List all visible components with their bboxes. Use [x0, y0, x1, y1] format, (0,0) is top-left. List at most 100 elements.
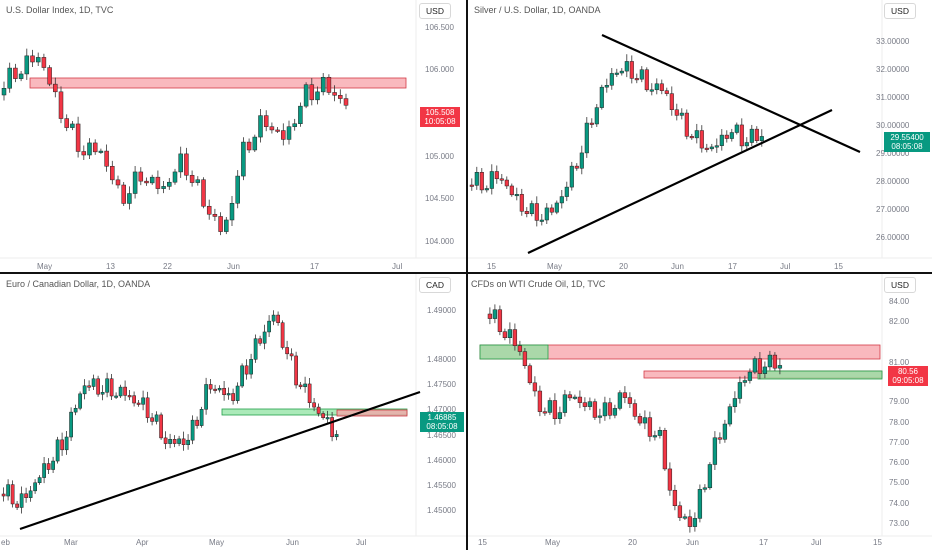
candle: [604, 85, 609, 88]
candle: [163, 437, 168, 444]
candle: [724, 134, 729, 139]
currency-button[interactable]: CAD: [419, 277, 451, 293]
candle: [742, 380, 748, 383]
candle: [91, 378, 96, 387]
candle: [759, 136, 764, 141]
candle: [285, 347, 289, 355]
candle: [514, 194, 519, 197]
candle: [181, 438, 186, 445]
candle: [537, 390, 543, 412]
chart-panel-eurcad[interactable]: Euro / Canadian Dollar, 1D, OANDA CAD 1.…: [0, 274, 466, 550]
date-label: Jun: [671, 262, 684, 271]
currency-button[interactable]: USD: [884, 277, 916, 293]
candle: [589, 122, 594, 125]
candle: [572, 396, 578, 399]
panel-divider-horizontal[interactable]: [0, 272, 932, 274]
price-label: 106.000: [425, 65, 454, 74]
candle: [92, 142, 98, 153]
candle: [229, 203, 235, 221]
candle: [614, 72, 619, 75]
currency-button[interactable]: USD: [884, 3, 916, 19]
candle: [53, 83, 58, 93]
candle: [275, 129, 280, 132]
candle: [1, 493, 6, 497]
candle: [622, 392, 628, 398]
candle: [587, 401, 593, 407]
candle: [714, 145, 719, 148]
candle: [702, 487, 708, 490]
candle: [577, 396, 583, 403]
candle: [24, 493, 28, 498]
candle: [652, 435, 658, 438]
price-label: 77.00: [889, 438, 910, 447]
candle: [752, 358, 758, 373]
candle: [252, 136, 258, 151]
candle: [6, 484, 10, 497]
candle: [262, 331, 267, 344]
date-label: 20: [619, 262, 628, 271]
candle: [33, 482, 37, 492]
candle: [519, 194, 524, 212]
candle: [602, 402, 608, 417]
price-label: 1.48000: [427, 355, 456, 364]
candle: [729, 132, 734, 139]
price-label: 1.46500: [427, 431, 456, 440]
candle: [47, 67, 52, 85]
bar-countdown: 08:05:08: [891, 142, 923, 151]
candle: [330, 417, 334, 438]
date-label: May: [545, 538, 561, 547]
candle: [569, 165, 574, 188]
candle: [118, 386, 123, 397]
candle: [115, 179, 121, 186]
candle: [159, 414, 163, 439]
currency-button[interactable]: USD: [419, 3, 451, 19]
candle: [267, 320, 271, 333]
candle: [624, 61, 629, 72]
candle: [190, 419, 195, 441]
price-label: 1.47000: [427, 405, 456, 414]
candle: [479, 172, 484, 191]
candle: [28, 490, 33, 498]
price-label: 84.00: [889, 297, 910, 306]
bar-countdown: 10:05:08: [424, 117, 456, 126]
candle: [504, 179, 509, 187]
candle: [258, 338, 262, 344]
candle: [712, 437, 718, 465]
price-label: 106.500: [425, 23, 454, 32]
candle: [564, 186, 569, 197]
candle: [276, 314, 280, 323]
candle: [127, 193, 132, 204]
price-label: 1.47500: [427, 380, 456, 389]
chart-panel-dxy[interactable]: U.S. Dollar Index, 1D, TVC USD 106.500 1…: [0, 0, 466, 272]
candle: [619, 70, 624, 74]
candle: [582, 402, 588, 407]
candle: [312, 402, 316, 408]
date-label: 15: [487, 262, 496, 271]
candle: [55, 439, 60, 462]
candle: [767, 354, 773, 368]
candle: [18, 73, 24, 79]
price-label: 78.00: [889, 418, 910, 427]
resistance-zone: [336, 409, 408, 417]
candle: [201, 179, 206, 207]
chart-panel-oil[interactable]: CFDs on WTI Crude Oil, 1D, TVC USD 84.00…: [468, 274, 932, 550]
price-label: 81.00: [889, 358, 910, 367]
candle: [109, 378, 114, 397]
candle: [206, 205, 212, 215]
candle: [692, 518, 698, 527]
candle: [75, 123, 81, 152]
candle: [105, 378, 109, 393]
candle: [42, 463, 46, 478]
candle: [298, 105, 303, 124]
chart-panel-silver[interactable]: Silver / U.S. Dollar, 1D, OANDA USD 33.0…: [468, 0, 932, 272]
candle: [649, 89, 654, 92]
date-label: 22: [163, 262, 172, 271]
candle: [315, 91, 320, 101]
candle: [707, 464, 713, 489]
panel-divider-vertical[interactable]: [466, 0, 468, 550]
candle: [487, 313, 493, 319]
candle: [172, 439, 177, 444]
candle: [199, 409, 204, 426]
date-label: 17: [728, 262, 737, 271]
candle: [280, 322, 285, 348]
